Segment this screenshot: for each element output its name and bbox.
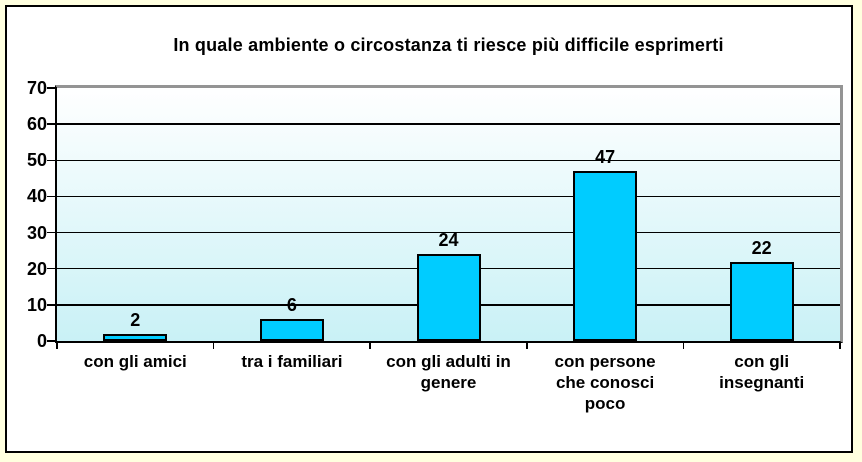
x-axis-tick xyxy=(682,343,685,349)
chart-title: In quale ambiente o circostanza ti riesc… xyxy=(173,35,724,55)
y-axis-label: 30 xyxy=(26,222,47,243)
bar xyxy=(259,319,324,341)
gridline xyxy=(57,123,840,125)
y-axis-label: 60 xyxy=(26,114,47,135)
chart-frame: In quale ambiente o circostanza ti riesc… xyxy=(5,5,853,453)
bar-value-label: 6 xyxy=(286,295,297,316)
category-label: con gli insegnanti xyxy=(719,352,805,392)
plot-area: 2 6 24 47 22 xyxy=(55,85,843,343)
y-axis-tick xyxy=(47,195,57,198)
y-axis-tick xyxy=(47,231,57,234)
y-axis-label: 10 xyxy=(26,294,47,315)
x-axis-tick xyxy=(212,343,215,349)
y-axis-tick xyxy=(47,123,57,125)
category-label: tra i familiari xyxy=(241,352,343,371)
x-axis-tick xyxy=(526,343,528,349)
category-label: con gli amici xyxy=(83,352,187,371)
y-axis-label: 0 xyxy=(36,331,47,351)
y-axis-tick xyxy=(47,159,57,162)
bar-value-label: 2 xyxy=(130,309,141,330)
bar-value-label: 24 xyxy=(438,230,459,251)
category-label: con persone che conosci poco xyxy=(554,352,656,413)
y-axis-tick xyxy=(47,267,57,270)
bar xyxy=(573,171,638,341)
y-axis-tick xyxy=(47,304,57,306)
bar xyxy=(103,333,168,341)
bar xyxy=(416,254,481,341)
y-axis-label: 40 xyxy=(26,186,47,207)
y-axis-tick xyxy=(47,87,57,89)
bar-value-label: 47 xyxy=(595,147,616,168)
y-axis-label: 50 xyxy=(26,150,47,171)
y-axis-tick xyxy=(47,340,57,342)
bar-value-label: 22 xyxy=(751,237,772,258)
bar xyxy=(729,261,794,341)
x-axis-tick xyxy=(369,343,371,349)
x-axis-tick xyxy=(839,343,841,349)
x-axis-tick xyxy=(56,343,58,349)
gridline xyxy=(57,231,840,234)
category-label: con gli adulti in genere xyxy=(386,352,511,392)
gridline xyxy=(57,159,840,162)
gridline xyxy=(57,195,840,198)
y-axis-label: 20 xyxy=(26,258,47,279)
y-axis-label: 70 xyxy=(26,78,47,98)
